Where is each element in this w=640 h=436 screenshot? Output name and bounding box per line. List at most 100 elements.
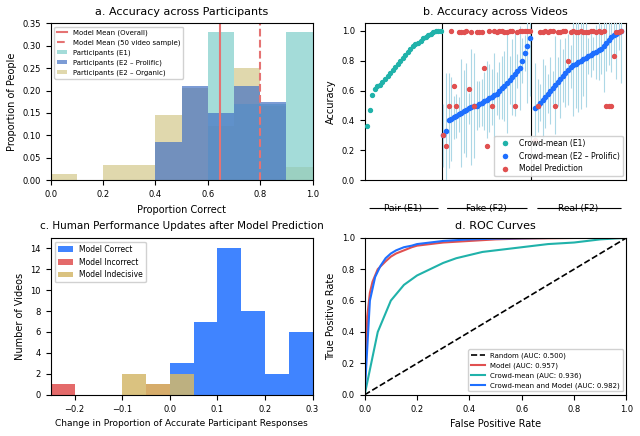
- Point: [392, 60, 403, 67]
- Point: [499, 29, 509, 36]
- Point: [540, 27, 550, 34]
- Point: [380, 75, 390, 82]
- Crowd-mean (AUC: 0.936): (0.05, 0.4): 0.936): (0.05, 0.4): [374, 329, 381, 334]
- Model (AUC: 0.957): (0.7, 0.997): 0.957): (0.7, 0.997): [544, 236, 552, 241]
- Bar: [241, 311, 265, 395]
- Point: [509, 102, 520, 109]
- Model (AUC: 0.957): (0.25, 0.96): 0.957): (0.25, 0.96): [426, 242, 434, 247]
- Crowd-mean (AUC: 0.936): (1, 1): 0.936): (1, 1): [623, 235, 630, 240]
- Point: [588, 27, 598, 34]
- Bar: [286, 167, 312, 180]
- Legend: Model Correct, Model Incorrect, Model Indecisive: Model Correct, Model Incorrect, Model In…: [54, 242, 146, 283]
- Point: [474, 29, 484, 36]
- Line: Crowd-mean and Model (AUC: 0.982): Crowd-mean and Model (AUC: 0.982): [365, 238, 627, 395]
- Point: [543, 29, 553, 36]
- Point: [444, 102, 454, 109]
- Crowd-mean (AUC: 0.936): (0.9, 0.99): 0.936): (0.9, 0.99): [596, 237, 604, 242]
- Point: [532, 102, 543, 109]
- Model (AUC: 0.957): (1, 1): 0.957): (1, 1): [623, 235, 630, 240]
- Point: [459, 29, 469, 36]
- Bar: [182, 86, 208, 180]
- Point: [489, 27, 499, 34]
- Bar: [260, 106, 286, 180]
- Point: [573, 29, 583, 36]
- Point: [604, 102, 614, 109]
- Model (AUC: 0.957): (0.02, 0.65): 0.957): (0.02, 0.65): [366, 290, 374, 295]
- Bar: [260, 102, 286, 180]
- Point: [479, 65, 489, 72]
- Point: [545, 27, 556, 34]
- Bar: [208, 32, 234, 180]
- Point: [591, 29, 601, 36]
- Model (AUC: 0.957): (0.15, 0.92): 0.957): (0.15, 0.92): [400, 248, 408, 253]
- Point: [548, 27, 558, 34]
- Bar: [170, 374, 193, 395]
- Model (AUC: 0.957): (0.1, 0.88): 0.957): (0.1, 0.88): [387, 254, 395, 259]
- Crowd-mean and Model (AUC: 0.982): (0.15, 0.94): 0.982): (0.15, 0.94): [400, 245, 408, 250]
- Bar: [146, 384, 170, 395]
- Point: [446, 27, 456, 34]
- Point: [431, 27, 441, 34]
- Point: [456, 29, 467, 36]
- Point: [484, 27, 494, 34]
- Line: Model (AUC: 0.957): Model (AUC: 0.957): [365, 238, 627, 395]
- Point: [400, 51, 410, 58]
- Point: [378, 78, 388, 85]
- Crowd-mean and Model (AUC: 0.982): (0.06, 0.82): 0.982): (0.06, 0.82): [376, 263, 384, 269]
- Text: Fake (F2): Fake (F2): [466, 204, 507, 213]
- X-axis label: Change in Proportion of Accurate Participant Responses: Change in Proportion of Accurate Partici…: [55, 419, 308, 428]
- Model (AUC: 0.957): (0.4, 0.98): 0.957): (0.4, 0.98): [465, 238, 473, 244]
- Point: [441, 143, 451, 150]
- Title: c. Human Performance Updates after Model Prediction: c. Human Performance Updates after Model…: [40, 221, 323, 232]
- Legend: Crowd-mean (E1), Crowd-mean (E2 – Prolific), Model Prediction: Crowd-mean (E1), Crowd-mean (E2 – Prolif…: [494, 136, 623, 177]
- Bar: [208, 126, 234, 180]
- Bar: [129, 164, 156, 180]
- Point: [520, 27, 530, 34]
- Bar: [156, 142, 182, 180]
- X-axis label: Proportion Correct: Proportion Correct: [137, 204, 226, 215]
- Point: [415, 38, 426, 45]
- Point: [461, 27, 472, 34]
- Crowd-mean and Model (AUC: 0.982): (0.04, 0.75): 0.982): (0.04, 0.75): [371, 274, 379, 279]
- Point: [538, 29, 548, 36]
- Crowd-mean and Model (AUC: 0.982): (0, 0): 0.982): (0, 0): [361, 392, 369, 397]
- Text: Pair (E1): Pair (E1): [384, 204, 422, 213]
- Title: d. ROC Curves: d. ROC Curves: [455, 221, 536, 232]
- Bar: [218, 248, 241, 395]
- Point: [436, 27, 446, 34]
- Title: b. Accuracy across Videos: b. Accuracy across Videos: [423, 7, 568, 17]
- Crowd-mean and Model (AUC: 0.982): (0.8, 1): 0.982): (0.8, 1): [570, 235, 578, 240]
- Point: [558, 27, 568, 34]
- Point: [454, 29, 464, 36]
- Model (AUC: 0.957): (0.6, 0.995): 0.957): (0.6, 0.995): [518, 236, 525, 241]
- Title: a. Accuracy across Participants: a. Accuracy across Participants: [95, 7, 268, 17]
- Point: [598, 27, 609, 34]
- Point: [609, 53, 619, 60]
- Point: [492, 29, 502, 36]
- Point: [418, 35, 428, 42]
- Point: [522, 27, 532, 34]
- Crowd-mean and Model (AUC: 0.982): (0.5, 0.995): 0.982): (0.5, 0.995): [492, 236, 499, 241]
- Point: [507, 27, 517, 34]
- Point: [385, 69, 395, 76]
- X-axis label: False Positive Rate: False Positive Rate: [450, 419, 541, 429]
- Crowd-mean (AUC: 0.936): (0.3, 0.84): 0.936): (0.3, 0.84): [440, 260, 447, 266]
- Model (AUC: 0.957): (0.12, 0.9): 0.957): (0.12, 0.9): [392, 251, 400, 256]
- Point: [469, 102, 479, 109]
- Point: [413, 39, 423, 46]
- Point: [502, 29, 512, 36]
- Crowd-mean (AUC: 0.936): (0.35, 0.87): 0.936): (0.35, 0.87): [452, 255, 460, 261]
- Crowd-mean and Model (AUC: 0.982): (0.4, 0.99): 0.982): (0.4, 0.99): [465, 237, 473, 242]
- Bar: [156, 115, 182, 180]
- Point: [535, 29, 545, 36]
- Bar: [51, 384, 74, 395]
- Bar: [234, 68, 260, 180]
- Point: [614, 29, 624, 36]
- Bar: [193, 321, 218, 395]
- Crowd-mean (AUC: 0.936): (0.45, 0.91): 0.936): (0.45, 0.91): [479, 249, 486, 255]
- Point: [420, 33, 431, 40]
- Point: [486, 102, 497, 109]
- Crowd-mean (AUC: 0.936): (0.8, 0.97): 0.936): (0.8, 0.97): [570, 240, 578, 245]
- Point: [449, 82, 459, 89]
- Point: [556, 29, 566, 36]
